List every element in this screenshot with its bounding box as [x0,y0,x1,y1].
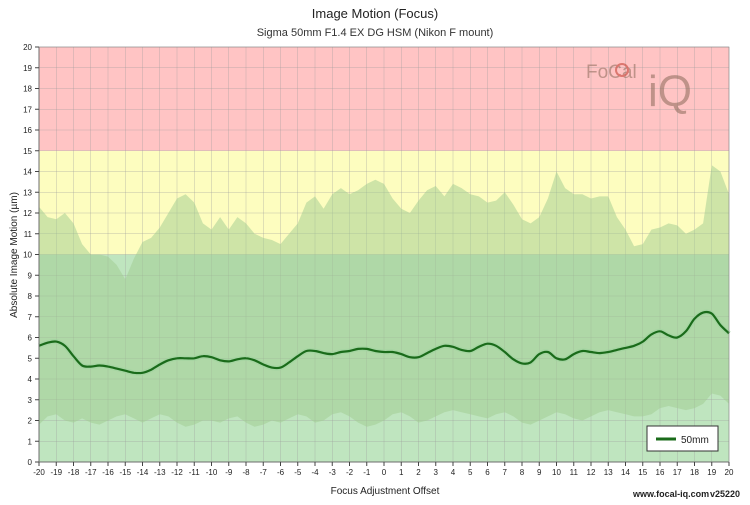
y-tick-label: 18 [23,85,32,94]
logo-text-top: FoCal [586,62,637,83]
x-tick-label: -19 [50,468,62,477]
focal-iq-logo: FoCal iQ [586,62,692,116]
x-tick-label: 9 [537,468,542,477]
y-tick-label: 16 [23,126,32,135]
logo-text-big: iQ [648,67,692,116]
band-area [39,165,729,427]
y-tick-label: 3 [28,396,33,405]
y-tick-label: 15 [23,147,32,156]
y-tick-label: 10 [23,251,32,260]
x-tick-label: 13 [604,468,613,477]
y-axis-label: Absolute Image Motion (µm) [9,192,20,318]
chart-subtitle: Sigma 50mm F1.4 EX DG HSM (Nikon F mount… [257,27,494,39]
x-tick-label: 2 [416,468,421,477]
y-tick-label: 8 [28,292,33,301]
legend: 50mm [646,425,719,452]
x-tick-label: 7 [503,468,508,477]
x-tick-label: -3 [329,468,337,477]
x-tick-label: -2 [346,468,354,477]
x-tick-label: 16 [656,468,665,477]
x-tick-label: -13 [154,468,166,477]
footer-url: www.focal-iq.com [632,489,709,499]
x-tick-label: 5 [468,468,473,477]
footer-version: v25220 [710,489,740,499]
x-tick-label: 3 [434,468,439,477]
logo-target-icon [615,63,629,77]
legend-label: 50mm [681,435,709,446]
x-tick-label: -12 [171,468,183,477]
y-tick-label: 9 [28,271,33,280]
x-tick-label: -11 [189,468,201,477]
x-tick-label: -4 [311,468,319,477]
x-tick-label: 17 [673,468,682,477]
series-layer [38,309,731,376]
x-tick-label: -1 [363,468,371,477]
y-tick-label: 12 [23,209,32,218]
x-tick-label: 1 [399,468,404,477]
x-tick-label: 20 [725,468,734,477]
x-tick-label: 0 [382,468,387,477]
x-tick-label: -14 [137,468,149,477]
x-tick-label: 19 [707,468,716,477]
x-tick-label: -7 [260,468,268,477]
x-ticks: -20 -19 -18 -17 -16 -15 -14 -13 -12 -11 -10 -9 -8 -7-… [33,462,734,477]
y-tick-label: 4 [28,375,33,384]
x-tick-label: 14 [621,468,630,477]
x-tick-label: 10 [552,468,561,477]
x-tick-label: -18 [68,468,80,477]
x-tick-label: -9 [225,468,233,477]
y-tick-label: 11 [24,230,33,239]
y-tick-label: 7 [28,313,33,322]
x-tick-label: 18 [690,468,699,477]
x-tick-label: 11 [570,468,579,477]
x-tick-label: -10 [206,468,218,477]
x-tick-label: -6 [277,468,285,477]
y-tick-label: 14 [23,168,32,177]
x-tick-label: -8 [242,468,250,477]
x-tick-label: -5 [294,468,302,477]
y-tick-label: 19 [23,64,32,73]
x-tick-label: -16 [102,468,114,477]
x-tick-label: -17 [85,468,97,477]
x-tick-label: -20 [33,468,45,477]
variation-band [39,165,729,427]
chart-title: Image Motion (Focus) [312,6,438,21]
y-tick-label: 6 [28,334,33,343]
y-tick-label: 1 [28,437,33,446]
x-tick-label: -15 [119,468,131,477]
x-tick-label: 6 [485,468,490,477]
x-tick-label: 15 [638,468,647,477]
x-tick-label: 8 [520,468,525,477]
x-tick-label: 12 [587,468,596,477]
y-tick-label: 13 [23,188,32,197]
y-tick-label: 5 [28,354,33,363]
series-line-50mm [38,310,730,375]
x-tick-label: 4 [451,468,456,477]
x-axis-label: Focus Adjustment Offset [331,486,440,497]
y-tick-label: 2 [28,417,33,426]
y-tick-label: 17 [23,105,32,114]
y-tick-label: 20 [23,43,32,52]
y-tick-label: 0 [28,458,33,467]
